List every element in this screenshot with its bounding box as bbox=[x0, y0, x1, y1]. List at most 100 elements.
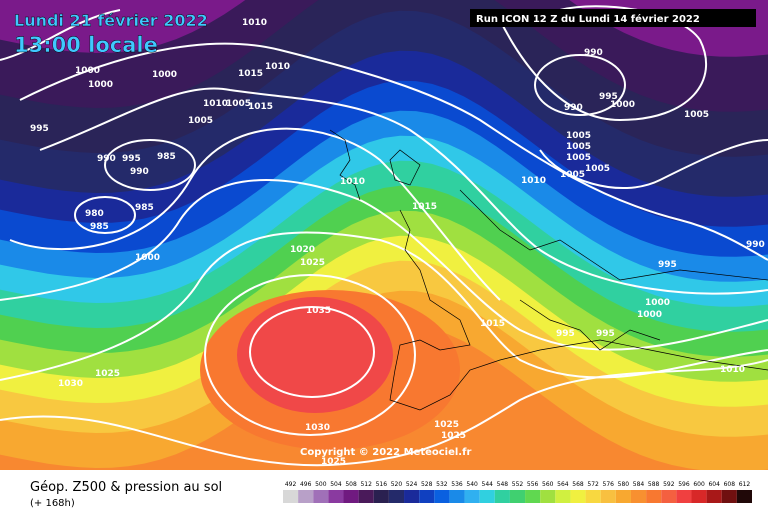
legend-swatch bbox=[691, 490, 707, 503]
isobar-label: 1000 bbox=[152, 70, 177, 80]
color-legend: 492 496 500 504 508 512 516 520 524 528 532 536 540 5… bbox=[283, 481, 752, 503]
isobar-label: 1025 bbox=[434, 420, 459, 430]
legend-swatch bbox=[434, 490, 450, 503]
legend-label: 552 bbox=[512, 481, 524, 488]
coastlines bbox=[329, 129, 768, 411]
legend-swatch bbox=[600, 490, 616, 503]
isobar-label: 1015 bbox=[248, 102, 273, 112]
legend-swatch bbox=[419, 490, 435, 503]
run-box bbox=[470, 9, 756, 27]
legend-label: 508 bbox=[345, 481, 357, 488]
isobar-label: 1015 bbox=[480, 319, 505, 329]
isobar-label: 1025 bbox=[95, 369, 120, 379]
legend-label: 588 bbox=[648, 481, 660, 488]
isobar-label: 1005 bbox=[188, 116, 213, 126]
isobar-label: 995 bbox=[30, 124, 49, 134]
legend-label: 532 bbox=[436, 481, 448, 488]
isobar-label: 1010 bbox=[340, 177, 365, 187]
legend-swatch bbox=[509, 490, 526, 503]
isobar-label: 1010 bbox=[521, 176, 546, 186]
date: Lundi 21 février 2022 bbox=[14, 11, 208, 30]
legend-label: 516 bbox=[376, 481, 388, 488]
isobar-label: 995 bbox=[596, 329, 615, 339]
isobar-label: 985 bbox=[90, 222, 109, 232]
legend-label: 500 bbox=[315, 481, 327, 488]
isobar-label: 990 bbox=[584, 48, 603, 58]
legend-label: 612 bbox=[739, 481, 751, 488]
legend-label: 580 bbox=[618, 481, 630, 488]
isobar-label: 1005 bbox=[684, 110, 709, 120]
legend-swatch bbox=[630, 490, 647, 503]
isobar-label: 1025 bbox=[300, 258, 325, 268]
legend-swatch bbox=[313, 490, 329, 503]
legend-swatch bbox=[615, 490, 631, 503]
legend-swatch bbox=[328, 490, 344, 503]
legend-swatch bbox=[283, 490, 299, 503]
legend-swatch bbox=[676, 490, 692, 503]
legend-swatch bbox=[298, 490, 314, 503]
isobar-label: 1025 bbox=[441, 431, 466, 441]
isobar-label: 985 bbox=[135, 203, 154, 213]
legend-swatch bbox=[525, 490, 541, 503]
legend-swatch bbox=[358, 490, 374, 503]
isobar-label: 990 bbox=[564, 103, 583, 113]
footer-title: Géop. Z500 & pression au sol bbox=[30, 480, 222, 495]
isobar-label: 1010 bbox=[242, 18, 267, 28]
isobar-label: 1000 bbox=[75, 66, 100, 76]
legend-swatch bbox=[540, 490, 556, 503]
isobar-label: 1005 bbox=[566, 131, 591, 141]
legend-label: 504 bbox=[330, 481, 342, 488]
legend-swatch bbox=[555, 490, 571, 503]
legend-label: 576 bbox=[603, 481, 615, 488]
legend-swatch bbox=[736, 490, 752, 503]
legend-label: 544 bbox=[482, 481, 494, 488]
legend-swatch bbox=[721, 490, 737, 503]
isobar-label: 1005 bbox=[566, 142, 591, 152]
legend-label: 520 bbox=[391, 481, 403, 488]
isobar-label: 995 bbox=[122, 154, 141, 164]
isobar-label: 1025 bbox=[321, 457, 346, 467]
legend-label: 496 bbox=[300, 481, 312, 488]
isobar-label: 995 bbox=[658, 260, 677, 270]
isobars bbox=[0, 5, 768, 467]
isobar-label: 995 bbox=[556, 329, 575, 339]
legend-swatch bbox=[661, 490, 677, 503]
legend-label: 548 bbox=[497, 481, 509, 488]
isobar-label: 1020 bbox=[290, 245, 315, 255]
legend-swatch bbox=[570, 490, 586, 503]
legend-label: 572 bbox=[587, 481, 599, 488]
isobar-label: 1035 bbox=[306, 306, 331, 316]
legend-label: 524 bbox=[406, 481, 418, 488]
isobar-label: 1000 bbox=[645, 298, 670, 308]
legend-label: 560 bbox=[542, 481, 554, 488]
legend-label: 536 bbox=[451, 481, 463, 488]
legend-label: 600 bbox=[693, 481, 705, 488]
legend-swatch bbox=[373, 490, 389, 503]
isobar-label: 1005 bbox=[585, 164, 610, 174]
isobar-label: 1005 bbox=[566, 153, 591, 163]
isobar-label: 990 bbox=[746, 240, 765, 250]
legend-label: 492 bbox=[285, 481, 297, 488]
isobar-label: 1010 bbox=[720, 365, 745, 375]
isobar-label: 990 bbox=[130, 167, 149, 177]
legend-label: 564 bbox=[557, 481, 569, 488]
isobar-label: 1015 bbox=[412, 202, 437, 212]
legend-swatch bbox=[388, 490, 405, 503]
isobar-label: 980 bbox=[85, 209, 104, 219]
legend-label: 512 bbox=[360, 481, 372, 488]
legend-swatch bbox=[585, 490, 601, 503]
legend-swatch bbox=[404, 490, 420, 503]
legend-swatch bbox=[706, 490, 722, 503]
copyright: Copyright © 2022 Meteociel.fr bbox=[300, 447, 471, 458]
isobar-label: 1015 bbox=[238, 69, 263, 79]
isobar-label: 985 bbox=[157, 152, 176, 162]
forecast-lead: (+ 168h) bbox=[30, 498, 75, 509]
legend-label: 608 bbox=[724, 481, 736, 488]
isobar-label: 1005 bbox=[560, 170, 585, 180]
legend-swatch bbox=[494, 490, 510, 503]
local-time: 13:00 locale bbox=[14, 33, 158, 57]
isobar-label: 1005 bbox=[226, 99, 251, 109]
legend-label: 556 bbox=[527, 481, 539, 488]
legend-swatch bbox=[479, 490, 495, 503]
